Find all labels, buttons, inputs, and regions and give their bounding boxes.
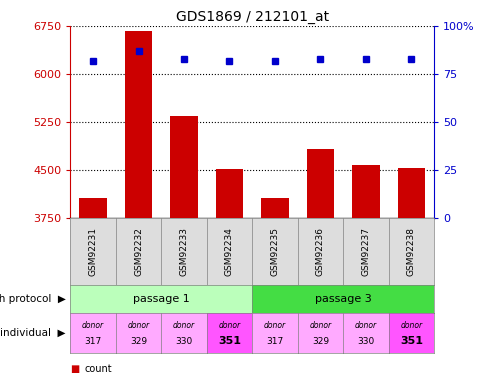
- Text: GSM92232: GSM92232: [134, 227, 143, 276]
- Text: GSM92235: GSM92235: [270, 227, 279, 276]
- Text: ■: ■: [70, 364, 79, 374]
- Text: 351: 351: [399, 336, 422, 346]
- Bar: [170, 116, 197, 218]
- Text: donor: donor: [218, 321, 240, 330]
- Text: donor: donor: [82, 321, 104, 330]
- Text: passage 3: passage 3: [314, 294, 371, 304]
- Text: 317: 317: [84, 337, 102, 346]
- Text: individual  ▶: individual ▶: [0, 328, 65, 338]
- Text: 317: 317: [266, 337, 283, 346]
- Text: GSM92231: GSM92231: [89, 227, 97, 276]
- Text: growth protocol  ▶: growth protocol ▶: [0, 294, 65, 304]
- Text: 330: 330: [357, 337, 374, 346]
- Text: GSM92237: GSM92237: [361, 227, 370, 276]
- Text: donor: donor: [263, 321, 286, 330]
- Title: GDS1869 / 212101_at: GDS1869 / 212101_at: [175, 10, 328, 24]
- Text: count: count: [85, 364, 112, 374]
- Text: passage 1: passage 1: [133, 294, 189, 304]
- Text: GSM92234: GSM92234: [225, 227, 233, 276]
- Text: donor: donor: [309, 321, 331, 330]
- Bar: [125, 31, 152, 217]
- Text: GSM92238: GSM92238: [406, 227, 415, 276]
- Bar: [79, 198, 106, 217]
- Bar: [351, 165, 378, 218]
- Text: donor: donor: [127, 321, 149, 330]
- Text: donor: donor: [173, 321, 195, 330]
- Text: 329: 329: [311, 337, 328, 346]
- Text: 330: 330: [175, 337, 192, 346]
- Text: GSM92236: GSM92236: [315, 227, 324, 276]
- Bar: [215, 169, 242, 217]
- Bar: [261, 198, 288, 217]
- Text: 351: 351: [217, 336, 241, 346]
- Bar: [306, 149, 333, 217]
- Text: GSM92233: GSM92233: [179, 227, 188, 276]
- Text: 329: 329: [130, 337, 147, 346]
- Bar: [397, 168, 424, 217]
- Text: donor: donor: [354, 321, 376, 330]
- Text: donor: donor: [399, 321, 422, 330]
